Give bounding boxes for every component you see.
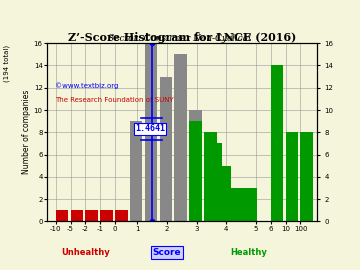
Bar	[301, 132, 313, 221]
Text: Score: Score	[153, 248, 181, 257]
Bar	[204, 132, 217, 221]
Bar	[244, 188, 251, 221]
Bar	[115, 210, 128, 221]
Bar	[213, 143, 222, 221]
Bar	[130, 121, 143, 221]
Bar	[222, 166, 231, 221]
Text: 1.4641: 1.4641	[135, 124, 165, 133]
Bar	[285, 132, 298, 221]
Title: Z’-Score Histogram for LNCE (2016): Z’-Score Histogram for LNCE (2016)	[68, 32, 296, 43]
Bar	[100, 210, 113, 221]
Text: ©www.textbiz.org: ©www.textbiz.org	[55, 82, 118, 89]
Bar	[71, 210, 83, 221]
Text: Sector: Consumer Non-Cyclical: Sector: Consumer Non-Cyclical	[108, 34, 252, 43]
Bar	[251, 188, 257, 221]
Text: The Research Foundation of SUNY: The Research Foundation of SUNY	[55, 97, 174, 103]
Bar	[189, 110, 202, 221]
Bar	[271, 66, 283, 221]
Bar	[56, 210, 68, 221]
Bar	[174, 54, 187, 221]
Bar	[238, 188, 244, 221]
Text: Unhealthy: Unhealthy	[61, 248, 110, 257]
Bar	[85, 210, 98, 221]
Bar	[189, 121, 202, 221]
Text: Healthy: Healthy	[230, 248, 267, 257]
Bar	[130, 154, 143, 221]
Text: (194 total): (194 total)	[4, 45, 10, 82]
Bar	[145, 43, 157, 221]
Y-axis label: Number of companies: Number of companies	[22, 90, 31, 174]
Bar	[159, 77, 172, 221]
Bar	[231, 188, 238, 221]
Bar	[145, 177, 157, 221]
